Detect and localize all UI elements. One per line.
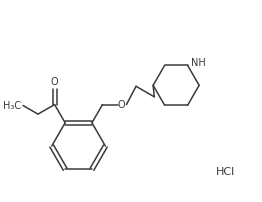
Text: H₃C: H₃C	[3, 101, 21, 110]
Text: O: O	[51, 77, 58, 87]
Text: NH: NH	[190, 58, 205, 67]
Text: HCl: HCl	[216, 167, 235, 177]
Text: O: O	[118, 100, 125, 109]
